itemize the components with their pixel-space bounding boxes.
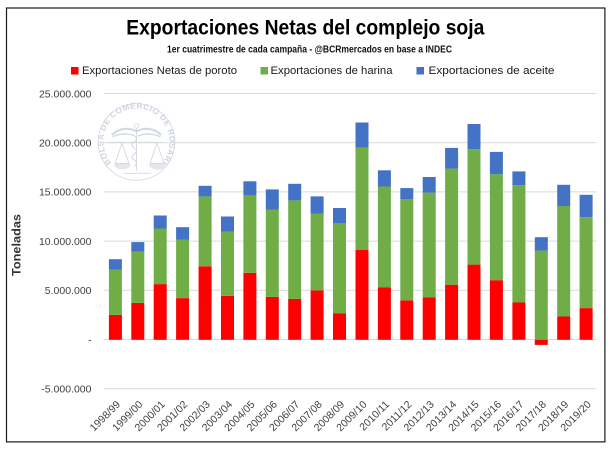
svg-text:25.000.000: 25.000.000 [39,88,92,100]
svg-text:Exportaciones de aceite: Exportaciones de aceite [429,65,555,77]
svg-text:15.000.000: 15.000.000 [39,187,92,199]
svg-text:10.000.000: 10.000.000 [39,236,92,248]
svg-text:Exportaciones Netas del comple: Exportaciones Netas del complejo soja [126,16,485,40]
svg-text:Exportaciones Netas de poroto: Exportaciones Netas de poroto [82,65,237,77]
svg-text:1er cuatrimestre de cada campa: 1er cuatrimestre de cada campaña - @BCRm… [167,45,452,56]
svg-text:5.000.000: 5.000.000 [45,285,92,297]
svg-text:Exportaciones de harina: Exportaciones de harina [271,65,394,77]
svg-text:-5.000.000: -5.000.000 [41,384,91,396]
svg-text:20.000.000: 20.000.000 [39,138,92,150]
svg-text:Toneladas: Toneladas [10,214,24,276]
svg-text:-: - [88,334,92,346]
